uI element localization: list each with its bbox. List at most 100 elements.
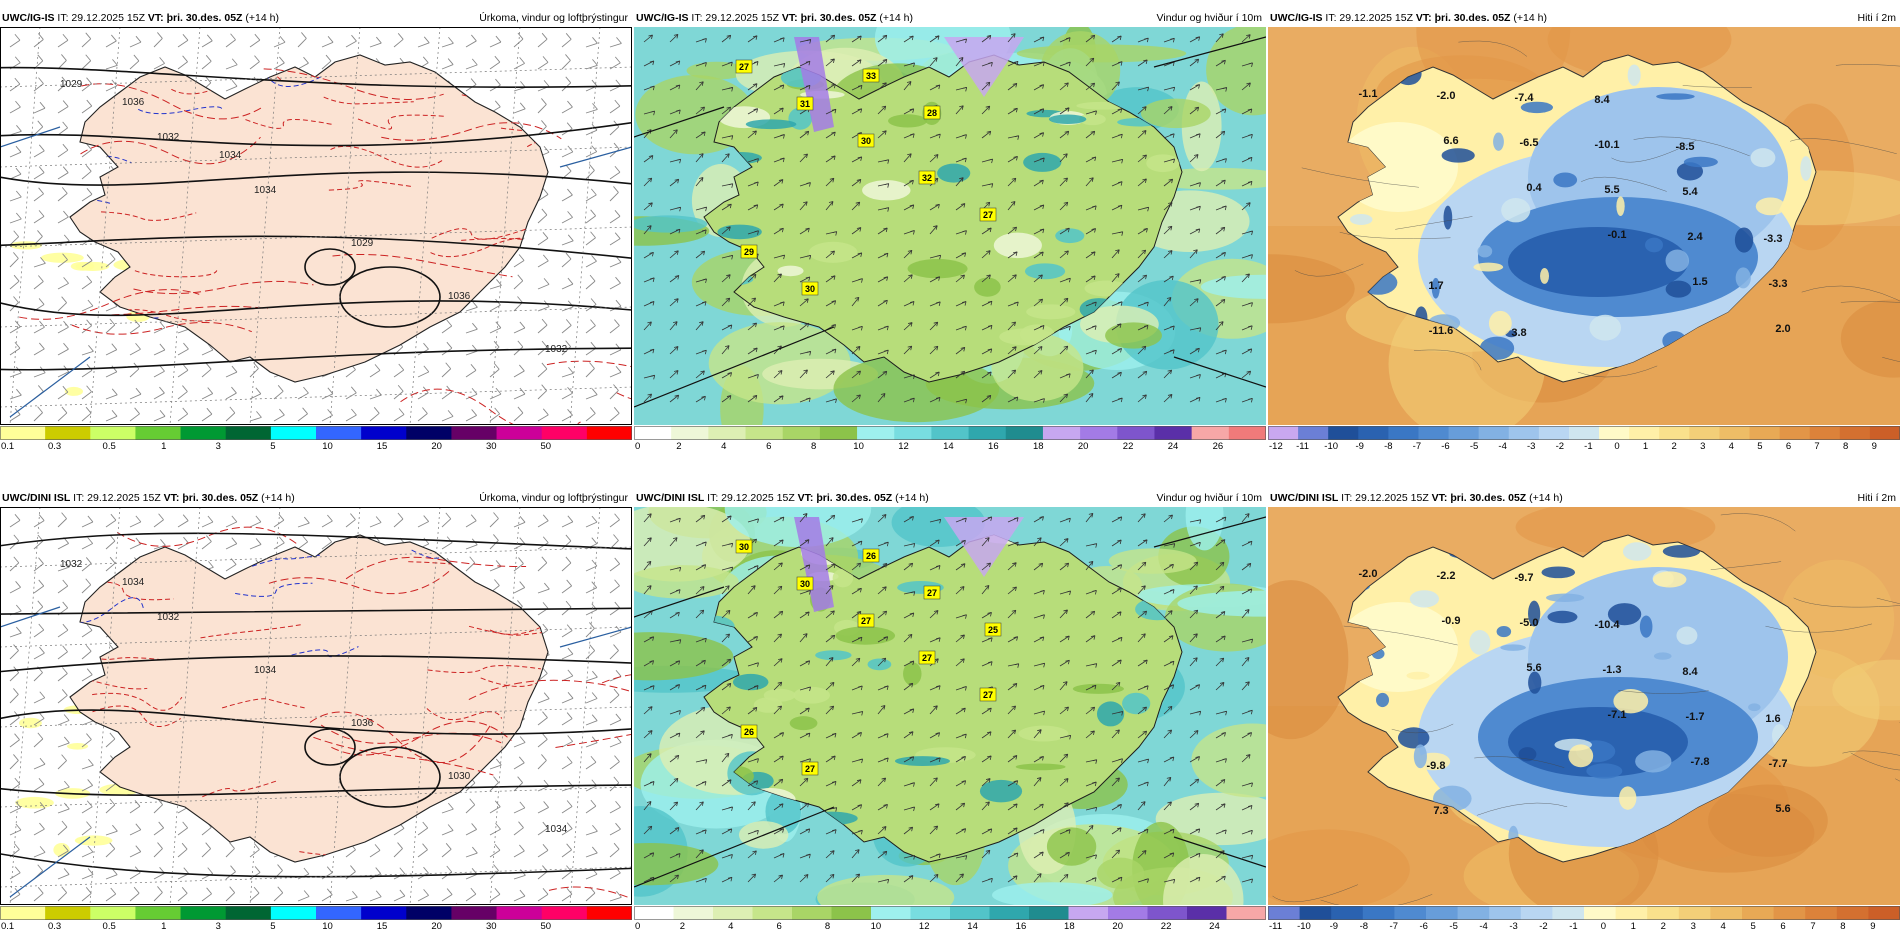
- colorbar-swatch: [1117, 426, 1155, 440]
- colorbar-tick-label: 3: [215, 441, 221, 452]
- colorbar-swatch: [1538, 426, 1570, 440]
- colorbar-swatch: [1552, 906, 1585, 920]
- colorbar-tick-label: -7: [1389, 921, 1398, 932]
- colorbar-swatch: [1568, 426, 1600, 440]
- pressure-label: 1034: [254, 665, 277, 676]
- colorbar-tick-label: 9: [1870, 921, 1876, 932]
- colorbar-tick-label: 5: [270, 921, 276, 932]
- colorbar-tick-label: 8: [1843, 441, 1849, 452]
- title-it: IT: 29.12.2025 15Z: [57, 12, 145, 24]
- colorbar-swatch: [1005, 426, 1044, 440]
- pressure-label: 1036: [351, 718, 374, 729]
- colorbar-tick-label: 24: [1167, 441, 1179, 452]
- map-panel-temp: UWC/DINI ISL IT: 29.12.2025 15Z VT: þri.…: [1268, 490, 1900, 950]
- gust-value: 27: [861, 616, 871, 626]
- colorbar-swatch: [1719, 426, 1751, 440]
- colorbar-swatch: [541, 426, 588, 440]
- wind-arrows: [643, 513, 1254, 884]
- colorbar-swatch: [1599, 426, 1630, 440]
- map-canvas: -1.1 6.6 0.4 -0.1 1.5 2.0 -2.0 -6.5 5.5 2.4 -3.3 -1…: [1268, 27, 1900, 425]
- colorbar-tick-label: -10: [1297, 921, 1311, 932]
- wind-arrows: [643, 33, 1253, 404]
- colorbar-tick-label: 8: [824, 921, 831, 932]
- colorbar-tick-label: 6: [776, 921, 782, 932]
- colorbar-swatch: [1836, 906, 1869, 920]
- title-vt: VT: þri. 30.des. 05Z: [147, 12, 243, 24]
- colorbar-tick-label: 5: [270, 441, 276, 452]
- map-canvas: -2.0 -0.9 5.6 -7.1 -7.8 5.6 -2.2 -5.0 -1.3 -1.7 -7…: [1268, 507, 1900, 905]
- colorbar-swatch: [1689, 426, 1720, 440]
- temp-value-label: -9.8: [1427, 760, 1446, 772]
- colorbar-swatch: [1508, 426, 1540, 440]
- colorbar-swatch: [45, 426, 91, 440]
- gust-badge: 27: [923, 585, 941, 600]
- colorbar-swatch: [950, 906, 990, 920]
- title-model: UWC/DINI ISL: [2, 492, 71, 504]
- pressure-label: 1034: [545, 824, 568, 835]
- temp-value-label: -9.7: [1515, 572, 1534, 584]
- colorbar-ticks: 0 2 4 6 8 10 12 14 16 18 20 22 24 26: [634, 441, 1266, 455]
- title-vt: VT: þri. 30.des. 05Z: [1415, 12, 1511, 24]
- colorbar-tick-label: -6: [1441, 441, 1450, 452]
- colorbar-swatch: [1584, 906, 1617, 920]
- gust-value: 25: [988, 625, 998, 635]
- title-model: UWC/IG-IS: [2, 12, 55, 24]
- colorbar-tick-label: 50: [540, 921, 552, 932]
- colorbar-tick-label: 2: [1671, 441, 1677, 452]
- temp-value-label: -10.4: [1594, 619, 1620, 631]
- gust-badge: 32: [918, 170, 936, 185]
- colorbar-tick-label: 50: [540, 441, 552, 452]
- temp-value-label: 2.0: [1775, 323, 1790, 335]
- colorbar-swatch: [831, 906, 872, 920]
- panel-title: UWC/IG-IS IT: 29.12.2025 15Z VT: þri. 30…: [1270, 10, 1898, 26]
- map-canvas: 27 31 30 32 27 29 30 33 28: [634, 27, 1266, 425]
- isobars: [0, 66, 632, 371]
- colorbar-swatch: [0, 906, 46, 920]
- gust-badge: 30: [801, 281, 819, 296]
- temp-value-label: 5.6: [1775, 803, 1790, 815]
- pressure-label: 1034: [219, 150, 242, 161]
- colorbar-tick-label: 15: [376, 921, 388, 932]
- gust-value: 31: [800, 99, 810, 109]
- colorbar-swatch: [1154, 426, 1193, 440]
- pressure-label: 1034: [254, 185, 277, 196]
- colorbar-tick-label: 4: [721, 441, 727, 452]
- colorbar-tick-label: 1: [1630, 921, 1636, 932]
- colorbar-ticks: 0.1 0.3 0.5 1 3 5 10 15 20 30 50: [0, 441, 632, 455]
- gust-badge: 26: [862, 548, 880, 563]
- temp-value-label: -1.3: [1603, 664, 1622, 676]
- colorbar-swatch: [1742, 906, 1775, 920]
- colorbar-swatch: [135, 906, 182, 920]
- colorbar-swatch: [361, 426, 407, 440]
- title-vt: VT: þri. 30.des. 05Z: [781, 12, 877, 24]
- colorbar-tick-label: 10: [870, 921, 882, 932]
- colorbar-tick-label: 18: [1032, 441, 1044, 452]
- title-field-name: Úrkoma, vindur og loftþrýstingur: [479, 492, 628, 504]
- temp-value-label: -7.1: [1608, 709, 1627, 721]
- colorbar-swatch: [1839, 426, 1871, 440]
- colorbar: [1268, 906, 1900, 920]
- colorbar-swatch: [1520, 906, 1553, 920]
- title-vt: VT: þri. 30.des. 05Z: [1431, 492, 1527, 504]
- temp-value-label: 3.8: [1511, 327, 1526, 339]
- temp-value-label: -1.1: [1359, 88, 1378, 100]
- temp-value-label: -11.6: [1429, 325, 1453, 337]
- colorbar-ticks: 0 2 4 6 8 10 12 14 16 18 20 22 24: [634, 921, 1266, 935]
- colorbar-tick-label: -6: [1419, 921, 1428, 932]
- colorbar-tick-label: 0: [635, 441, 641, 452]
- colorbar-tick-label: 2: [676, 441, 682, 452]
- isobars: [0, 532, 632, 878]
- colorbar-tick-label: 1: [1642, 441, 1649, 452]
- colorbar-swatch: [782, 426, 821, 440]
- title-lead: (+14 h): [1513, 12, 1547, 24]
- colorbar-tick-label: 18: [1064, 921, 1075, 932]
- gust-value: 27: [805, 764, 815, 774]
- title-field-name: Vindur og hviður í 10m: [1156, 492, 1262, 504]
- colorbar-swatch: [673, 906, 714, 920]
- temp-value-label: -5.0: [1520, 617, 1539, 629]
- colorbar-swatch: [871, 906, 911, 920]
- gust-badge: 29: [740, 244, 758, 259]
- colorbar-swatch: [634, 906, 674, 920]
- iceland-landmass: [703, 54, 1183, 383]
- colorbar-tick-label: -7: [1412, 441, 1422, 452]
